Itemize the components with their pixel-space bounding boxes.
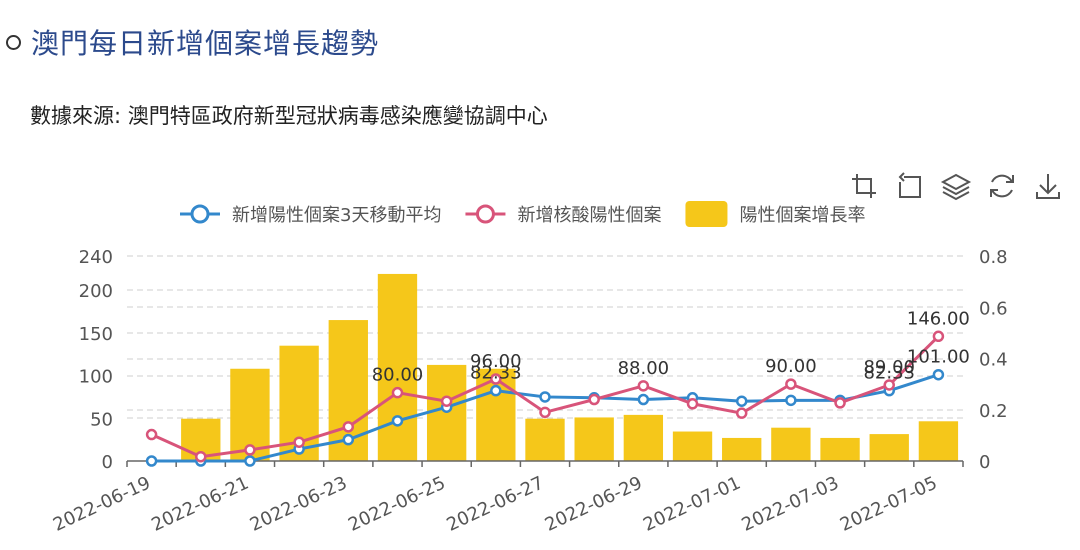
y-right-tick-label: 0 — [979, 452, 990, 473]
point-nucleic — [490, 373, 502, 385]
zoom-icon[interactable] — [848, 170, 880, 202]
x-tick-label: 2022-06-19 — [50, 472, 154, 535]
data-label: 89.00 — [863, 357, 915, 378]
point-nucleic — [539, 406, 551, 419]
data-label: 88.00 — [618, 358, 670, 379]
bar-growth-rate — [426, 364, 467, 461]
x-tick-label: 2022-07-03 — [738, 472, 842, 535]
bar-growth-rate — [574, 417, 614, 461]
bar-growth-rate — [918, 421, 959, 461]
point-nucleic — [834, 397, 846, 409]
point-nucleic — [293, 436, 305, 448]
y-left-tick-label: 240 — [79, 247, 113, 268]
y-left-tick-label: 0 — [102, 452, 113, 473]
y-left-tick-label: 100 — [79, 367, 113, 388]
point-nucleic — [145, 428, 158, 441]
legend-marker-icon — [190, 204, 210, 224]
bar-growth-rate — [623, 414, 664, 461]
title-row: 澳門每日新增個案增長趨勢 — [6, 22, 379, 62]
point-nucleic — [883, 379, 895, 391]
x-tick-label: 2022-07-05 — [837, 472, 941, 535]
data-label: 82.33 — [470, 363, 522, 384]
point-avg — [637, 393, 650, 406]
point-nucleic — [637, 380, 650, 392]
point-avg — [539, 391, 551, 403]
x-tick-label: 2022-06-25 — [345, 472, 449, 535]
chart-toolbox — [848, 170, 1064, 202]
point-avg — [490, 384, 502, 397]
point-nucleic — [735, 407, 748, 419]
legend-label: 新增陽性個案3天移動平均 — [232, 205, 441, 226]
bar-growth-rate — [869, 434, 909, 461]
zoom-reset-icon[interactable] — [894, 170, 926, 202]
y-right-tick-label: 0.2 — [979, 401, 1008, 422]
point-nucleic — [686, 398, 699, 410]
bar-growth-rate — [672, 431, 713, 461]
point-nucleic — [195, 450, 207, 463]
bar-growth-rate — [722, 437, 762, 461]
x-tick-label: 2022-06-29 — [542, 472, 646, 535]
x-tick-label: 2022-06-21 — [148, 472, 252, 535]
y-right-tick-label: 0.8 — [979, 247, 1008, 268]
point-avg — [145, 455, 158, 467]
x-tick-label: 2022-06-27 — [443, 472, 547, 535]
data-label: 96.00 — [470, 351, 522, 372]
point-avg — [391, 415, 404, 427]
y-left-tick-label: 50 — [90, 409, 113, 430]
data-label: 90.00 — [765, 356, 817, 377]
point-avg — [342, 433, 355, 446]
legend-bar-icon — [685, 201, 728, 227]
layers-icon[interactable] — [940, 170, 972, 202]
y-left-tick-label: 150 — [79, 324, 113, 345]
y-right-tick-label: 0.4 — [979, 350, 1008, 371]
point-nucleic — [440, 395, 453, 407]
point-avg — [932, 368, 945, 381]
legend-label: 新增核酸陽性個案 — [517, 205, 661, 226]
bar-growth-rate — [820, 437, 860, 461]
title-bullet-icon — [6, 34, 21, 50]
point-avg — [785, 394, 797, 407]
point-avg — [244, 455, 256, 467]
x-tick-label: 2022-06-23 — [247, 472, 351, 535]
y-right-tick-label: 0.6 — [979, 298, 1008, 319]
data-label: 80.00 — [372, 365, 424, 386]
point-nucleic — [391, 386, 404, 399]
point-nucleic — [244, 444, 256, 456]
bar-growth-rate — [771, 427, 811, 461]
point-nucleic — [588, 393, 600, 406]
page-title: 澳門每日新增個案增長趨勢 — [31, 27, 380, 60]
point-nucleic — [932, 330, 945, 343]
data-label: 146.00 — [907, 308, 970, 329]
point-nucleic — [342, 421, 355, 433]
data-label: 82.33 — [863, 363, 915, 384]
bar-growth-rate — [377, 273, 418, 461]
data-source-subtitle: 數據來源: 澳門特區政府新型冠狀病毒感染應變協調中心 — [30, 104, 548, 128]
download-icon[interactable] — [1032, 170, 1064, 202]
bar-growth-rate — [525, 418, 565, 461]
point-nucleic — [785, 378, 797, 390]
point-avg — [735, 395, 748, 407]
legend-marker-icon — [475, 204, 495, 224]
y-left-tick-label: 200 — [79, 281, 113, 302]
refresh-icon[interactable] — [986, 170, 1018, 202]
legend-label: 陽性個案增長率 — [739, 205, 865, 226]
data-label: 101.00 — [907, 347, 970, 368]
x-tick-label: 2022-07-01 — [640, 472, 744, 535]
